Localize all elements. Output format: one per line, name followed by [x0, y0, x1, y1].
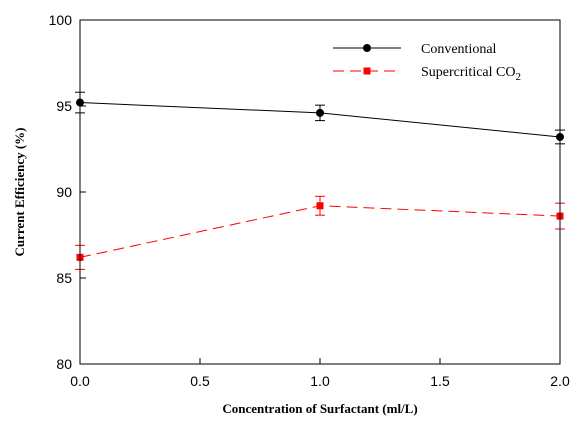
ticks-layer: 0.0 0.5 1.0 1.5 2.0 80 85 90 95 100: [49, 12, 570, 389]
x-axis-title: Concentration of Surfactant (ml/L): [222, 401, 417, 416]
legend-marker-supercritical: [363, 67, 371, 75]
y-tick-label: 100: [49, 12, 73, 28]
data-point-supercritical: [316, 202, 324, 210]
legend-label-supercritical-subscript: 2: [515, 71, 521, 83]
legend: Conventional Supercritical CO2: [333, 42, 521, 83]
y-tick-label: 90: [56, 184, 72, 200]
x-tick-label: 1.0: [310, 373, 330, 389]
x-tick-label: 0.5: [190, 373, 210, 389]
y-tick-label: 95: [56, 98, 72, 114]
x-tick-label: 0.0: [70, 373, 90, 389]
y-tick-label: 85: [56, 270, 72, 286]
data-point-conventional: [316, 108, 324, 117]
y-tick-label: 80: [56, 356, 72, 372]
legend-marker-conventional: [363, 44, 371, 52]
legend-label-conventional: Conventional: [421, 42, 497, 57]
y-axis-title: Current Efficiency (%): [12, 127, 27, 256]
legend-label-supercritical: Supercritical CO2: [421, 65, 521, 83]
series-layer: [75, 91, 565, 270]
x-tick-label: 1.5: [430, 373, 450, 389]
plot-frame: [79, 19, 561, 365]
legend-label-supercritical-main: Supercritical CO: [421, 65, 515, 80]
x-tick-label: 2.0: [550, 373, 570, 389]
